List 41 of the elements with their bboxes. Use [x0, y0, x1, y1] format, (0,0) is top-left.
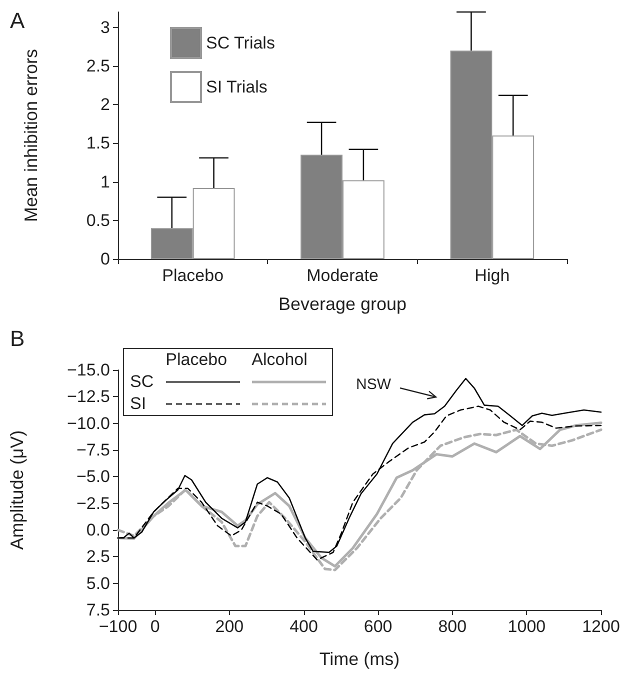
y-tick-label: 1.5: [86, 134, 110, 153]
y-tick-label: −10.0: [66, 414, 110, 433]
y-axis-title: Mean inhibition errors: [21, 48, 41, 222]
text: Placebo: [164, 349, 228, 371]
x-axis-title: Beverage group: [278, 294, 407, 314]
y-tick-label: 2.5: [86, 547, 110, 566]
legend-label: SI Trials: [206, 78, 268, 96]
x-axis-title: Time (ms): [319, 649, 400, 669]
y-tick-label: 1: [100, 172, 110, 192]
y-tick-label: 0.0: [86, 520, 110, 540]
y-tick-label: 5.0: [86, 574, 110, 593]
x-tick-label: High: [474, 266, 510, 285]
x-tick-label: 400: [290, 617, 318, 636]
y-tick-label: −2.5: [76, 494, 110, 513]
x-tick-label: −100: [98, 617, 138, 636]
x-tick-label: 0: [150, 617, 160, 636]
x-tick-label: 600: [364, 617, 392, 636]
y-tick-label: −7.5: [76, 440, 110, 460]
x-tick-label: 800: [438, 617, 467, 636]
text: A: [10, 8, 25, 34]
y-axis-title: Amplitude (μV): [7, 430, 27, 550]
y-tick-label: 0.5: [86, 210, 110, 230]
x-tick-label: Moderate: [306, 266, 378, 285]
y-tick-label: −5.0: [76, 467, 110, 486]
y-tick-label: 7.5: [86, 600, 110, 620]
x-tick-label: 1200: [582, 617, 620, 636]
text: B: [10, 326, 25, 352]
text: Alcohol: [250, 349, 308, 371]
annotation: NSW: [356, 376, 391, 393]
x-tick-label: 1000: [508, 617, 546, 636]
x-tick-label: Placebo: [162, 266, 224, 285]
y-tick-label: 0: [100, 250, 110, 268]
annotation: SI: [129, 393, 148, 415]
y-tick-label: 3: [100, 18, 110, 37]
y-tick-label: −15.0: [66, 360, 110, 380]
y-tick-label: 2.5: [86, 56, 110, 76]
annotation: SC: [129, 371, 155, 393]
y-tick-label: −12.5: [66, 387, 110, 406]
legend-label: SC Trials: [206, 34, 275, 52]
x-tick-label: 200: [215, 617, 244, 636]
y-tick-label: 2: [100, 95, 110, 114]
